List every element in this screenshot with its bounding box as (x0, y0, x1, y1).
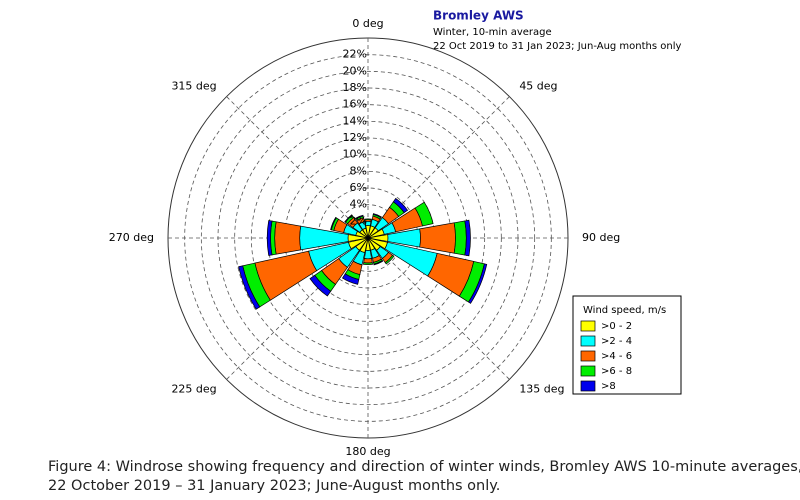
caption: 22 October 2019 – 31 January 2023; June-… (48, 478, 500, 494)
chart-title: Bromley AWS (433, 9, 524, 23)
r-tick-label: 14% (343, 114, 367, 127)
wedge (373, 260, 384, 266)
r-tick-label: 8% (350, 164, 367, 177)
r-tick-label: 6% (350, 181, 367, 194)
legend-label: >8 (601, 381, 616, 392)
legend-swatch (580, 320, 596, 332)
wedge (392, 197, 409, 214)
wedge (414, 201, 434, 227)
r-tick-label: 20% (343, 64, 367, 77)
r-tick-label: 12% (343, 131, 367, 144)
legend-swatch (580, 380, 596, 392)
r-tick-label: 16% (343, 98, 367, 111)
wedge (453, 220, 467, 256)
wedge (341, 273, 360, 285)
legend-swatch (580, 350, 596, 362)
legend-swatch (580, 365, 596, 377)
angle-label: 180 deg (345, 445, 390, 458)
angle-label: 45 deg (519, 80, 557, 93)
grid-circle (250, 120, 486, 356)
wedge (274, 221, 302, 255)
spoke (367, 237, 510, 380)
wedge (344, 214, 353, 223)
r-tick-label: 18% (343, 81, 367, 94)
wedge (419, 222, 456, 254)
wedge (354, 214, 364, 220)
wedge (330, 216, 337, 231)
wedge (468, 263, 488, 304)
r-tick-label: 2% (350, 214, 367, 227)
wedge (266, 220, 273, 256)
r-tick-label: 22% (343, 48, 367, 61)
wedge (238, 265, 261, 310)
spoke (226, 96, 369, 239)
legend-label: >0 - 2 (601, 321, 632, 332)
caption: Figure 4: Windrose showing frequency and… (48, 459, 800, 475)
wedge (464, 219, 471, 257)
angle-label: 270 deg (109, 231, 154, 244)
r-tick-label: 10% (343, 148, 367, 161)
angle-label: 225 deg (171, 382, 216, 395)
r-tick-label: 4% (350, 198, 367, 211)
wedge (364, 218, 372, 221)
chart-subtitle: 22 Oct 2019 to 31 Jan 2023; Jun-Aug mont… (433, 41, 682, 52)
legend-label: >2 - 4 (601, 336, 632, 347)
legend-title: Wind speed, m/s (583, 305, 666, 316)
wedge (372, 213, 382, 219)
angle-label: 135 deg (519, 382, 564, 395)
angle-label: 0 deg (352, 17, 383, 30)
chart-subtitle: Winter, 10-min average (433, 27, 552, 38)
wedge (384, 254, 395, 265)
legend-label: >6 - 8 (601, 366, 632, 377)
legend-swatch (580, 335, 596, 347)
wedge (363, 258, 373, 264)
wedge (363, 249, 373, 260)
angle-label: 90 deg (582, 231, 620, 244)
angle-label: 315 deg (171, 80, 216, 93)
wedge (309, 274, 332, 297)
wedge (362, 262, 374, 266)
legend-label: >4 - 6 (601, 351, 632, 362)
spoke (226, 237, 369, 380)
spoke (367, 96, 510, 239)
grid-circle (200, 70, 536, 406)
